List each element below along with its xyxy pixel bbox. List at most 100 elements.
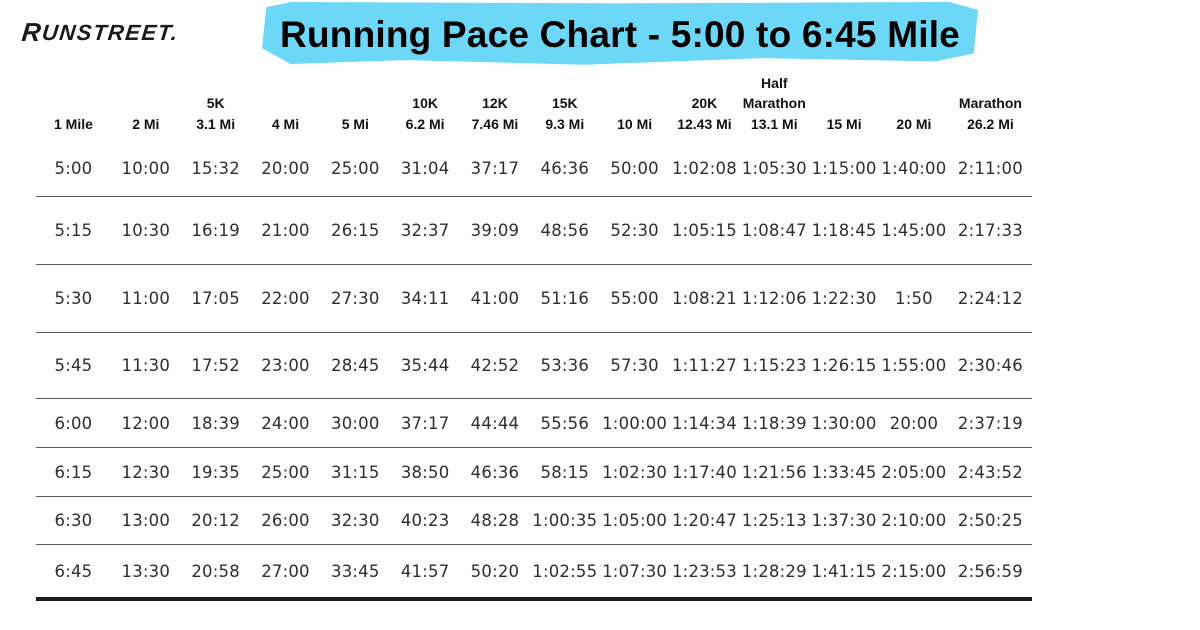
header-miles-label: 13.1 Mi [750, 115, 798, 132]
pace-cell: 48:56 [529, 196, 600, 265]
header-cell: 2 Mi [111, 72, 181, 140]
pace-cell: 46:36 [529, 140, 600, 197]
pace-cell: 2:37:19 [948, 398, 1032, 448]
pace-cell: 26:15 [320, 196, 391, 265]
table-row: 5:15 10:30 16:19 21:00 26:15 32:37 39:09 48:56 5… [36, 196, 1032, 265]
table-row: 6:00 12:00 18:39 24:00 30:00 37:17 44:44 55:56 1… [36, 398, 1032, 448]
pace-cell: 37:17 [460, 140, 530, 197]
pace-cell: 1:02:08 [669, 140, 740, 197]
pace-cell: 41:00 [460, 264, 530, 333]
header-miles-label: 9.3 Mi [545, 115, 585, 132]
pace-cell: 1:40:00 [879, 140, 949, 197]
pace-cell: 1:11:27 [669, 332, 740, 399]
table-header-row: 1 Mile 2 Mi 5K 3.1 Mi 4 Mi 5 Mi 10K 6.2 Mi 12K 7.… [36, 72, 1032, 140]
pace-cell: 28:45 [320, 332, 391, 399]
pace-cell: 1:55:00 [879, 332, 949, 399]
header-cell: 20K 12.43 Mi [670, 72, 740, 140]
pace-cell: 1:02:55 [529, 544, 600, 601]
pace-cell: 1:33:45 [809, 447, 880, 497]
header-cell: 10K 6.2 Mi [390, 72, 460, 140]
pace-cell: 17:52 [180, 332, 251, 399]
pace-cell: 1:14:34 [669, 398, 740, 448]
pace-cell: 10:30 [110, 196, 181, 265]
pace-cell: 1:05:30 [739, 140, 810, 197]
header-miles-label: 3.1 Mi [196, 115, 236, 132]
pace-cell: 15:32 [180, 140, 251, 197]
pace-cell: 6:30 [36, 496, 111, 545]
pace-cell: 55:56 [529, 398, 600, 448]
pace-cell: 51:16 [529, 264, 600, 333]
pace-cell: 1:50 [879, 264, 949, 333]
pace-cell: 2:30:46 [948, 332, 1032, 399]
pace-cell: 25:00 [250, 447, 321, 497]
title-band: Running Pace Chart - 5:00 to 6:45 Mile [262, 2, 978, 68]
header-miles-label: 20 Mi [896, 115, 932, 132]
pace-cell: 5:15 [36, 196, 111, 265]
pace-cell: 50:20 [460, 544, 530, 601]
pace-cell: 57:30 [599, 332, 670, 399]
pace-cell: 52:30 [599, 196, 670, 265]
pace-cell: 2:43:52 [948, 447, 1032, 497]
pace-cell: 2:24:12 [948, 264, 1032, 333]
header-miles-label: 5 Mi [341, 115, 369, 132]
pace-cell: 10:00 [110, 140, 181, 197]
header-cell: 15 Mi [809, 72, 879, 140]
header-miles-label: 12.43 Mi [677, 115, 732, 132]
pace-cell: 1:26:15 [809, 332, 880, 399]
runstreet-logo-text: UNSTREET. [40, 20, 181, 45]
pace-cell: 17:05 [180, 264, 251, 333]
pace-cell: 44:44 [460, 398, 530, 448]
pace-cell: 5:30 [36, 264, 111, 333]
header-miles-label: 7.46 Mi [471, 115, 519, 132]
pace-cell: 1:18:39 [739, 398, 810, 448]
pace-cell: 1:00:35 [529, 496, 600, 545]
pace-cell: 2:50:25 [948, 496, 1032, 545]
pace-cell: 20:12 [180, 496, 251, 545]
pace-cell: 55:00 [599, 264, 670, 333]
pace-cell: 41:57 [390, 544, 461, 601]
pace-cell: 1:45:00 [879, 196, 949, 265]
pace-cell: 1:18:45 [809, 196, 880, 265]
table-row: 5:00 10:00 15:32 20:00 25:00 31:04 37:17 46:36 5… [36, 140, 1032, 197]
header-distance-label: 15K [551, 95, 578, 112]
page-title: Running Pace Chart - 5:00 to 6:45 Mile [280, 14, 960, 55]
pace-cell: 40:23 [390, 496, 461, 545]
pace-cell: 1:15:23 [739, 332, 810, 399]
table-row: 6:30 13:00 20:12 26:00 32:30 40:23 48:28 1:00:3… [36, 496, 1032, 545]
pace-cell: 38:50 [390, 447, 461, 497]
pace-table-wrap: 1 Mile 2 Mi 5K 3.1 Mi 4 Mi 5 Mi 10K 6.2 Mi 12K 7.… [36, 72, 1032, 601]
pace-cell: 31:15 [320, 447, 391, 497]
header-miles-label: 2 Mi [132, 115, 160, 132]
pace-cell: 19:35 [180, 447, 251, 497]
table-row: 6:45 13:30 20:58 27:00 33:45 41:57 50:20 1:02:5… [36, 544, 1032, 601]
pace-cell: 1:07:30 [599, 544, 670, 601]
pace-table: 1 Mile 2 Mi 5K 3.1 Mi 4 Mi 5 Mi 10K 6.2 Mi 12K 7.… [36, 72, 1032, 601]
pace-cell: 25:00 [320, 140, 391, 197]
header-cell: 15K 9.3 Mi [530, 72, 600, 140]
header-distance-label: 12K [482, 95, 508, 112]
pace-cell: 16:19 [180, 196, 251, 265]
pace-cell: 34:11 [390, 264, 461, 333]
pace-cell: 1:12:06 [739, 264, 810, 333]
pace-cell: 21:00 [250, 196, 321, 265]
pace-cell: 20:00 [250, 140, 321, 197]
header-cell: 10 Mi [600, 72, 670, 140]
header-cell: Half Marathon 13.1 Mi [739, 72, 809, 140]
header-distance-label: Marathon [958, 95, 1022, 112]
pace-cell: 1:08:47 [739, 196, 810, 265]
header-miles-label: 4 Mi [271, 115, 300, 132]
pace-cell: 39:09 [460, 196, 530, 265]
header-cell: 20 Mi [879, 72, 949, 140]
pace-cell: 12:00 [110, 398, 181, 448]
table-row: 5:45 11:30 17:52 23:00 28:45 35:44 42:52 53:36 5… [36, 332, 1032, 399]
pace-cell: 2:15:00 [879, 544, 949, 601]
pace-cell: 1:08:21 [669, 264, 740, 333]
pace-cell: 2:56:59 [948, 544, 1032, 601]
header-miles-label: 1 Mile [54, 115, 93, 132]
header-cell: 5K 3.1 Mi [181, 72, 251, 140]
header-cell: 12K 7.46 Mi [460, 72, 530, 140]
pace-cell: 5:45 [36, 332, 111, 399]
table-row: 5:30 11:00 17:05 22:00 27:30 34:11 41:00 51:16 5… [36, 264, 1032, 333]
pace-cell: 1:25:13 [739, 496, 810, 545]
pace-cell: 1:37:30 [809, 496, 880, 545]
